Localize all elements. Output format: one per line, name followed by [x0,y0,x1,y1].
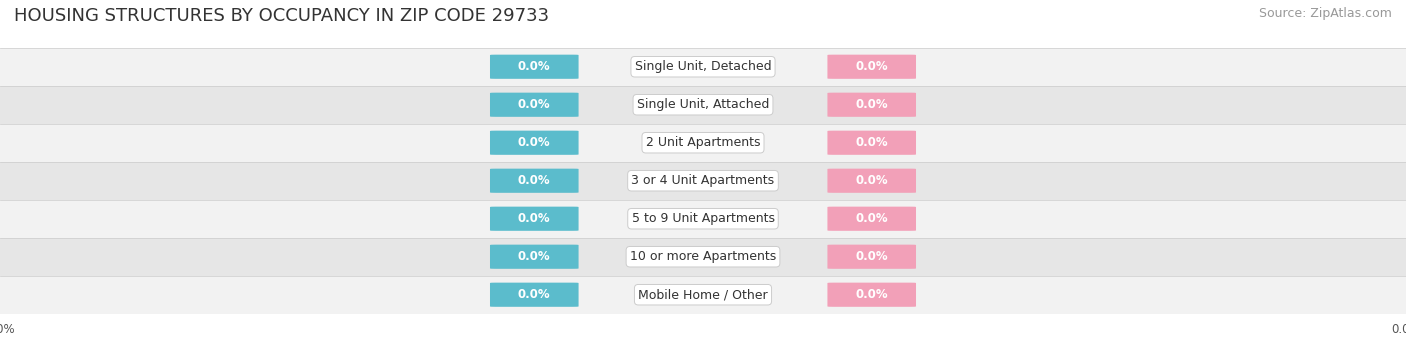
FancyBboxPatch shape [491,169,579,193]
Text: 2 Unit Apartments: 2 Unit Apartments [645,136,761,149]
Bar [0,162,1406,200]
Text: 0.0%: 0.0% [855,250,889,263]
Text: 0.0%: 0.0% [517,250,551,263]
Text: 3 or 4 Unit Apartments: 3 or 4 Unit Apartments [631,174,775,187]
Text: Mobile Home / Other: Mobile Home / Other [638,288,768,301]
FancyBboxPatch shape [827,131,917,155]
FancyBboxPatch shape [827,55,917,79]
FancyBboxPatch shape [827,283,917,307]
FancyBboxPatch shape [827,93,917,117]
Text: 0.0%: 0.0% [855,288,889,301]
Bar [0,86,1406,124]
Text: Single Unit, Attached: Single Unit, Attached [637,98,769,111]
Text: 0.0%: 0.0% [855,98,889,111]
FancyBboxPatch shape [491,283,579,307]
FancyBboxPatch shape [491,55,579,79]
Text: 0.0%: 0.0% [517,98,551,111]
FancyBboxPatch shape [491,244,579,269]
Bar [0,276,1406,314]
FancyBboxPatch shape [491,93,579,117]
Bar [0,238,1406,276]
FancyBboxPatch shape [827,169,917,193]
Bar [0,200,1406,238]
Text: 10 or more Apartments: 10 or more Apartments [630,250,776,263]
Text: 0.0%: 0.0% [517,60,551,73]
FancyBboxPatch shape [827,207,917,231]
FancyBboxPatch shape [827,244,917,269]
Text: Single Unit, Detached: Single Unit, Detached [634,60,772,73]
Text: 0.0%: 0.0% [855,60,889,73]
FancyBboxPatch shape [491,207,579,231]
Text: Source: ZipAtlas.com: Source: ZipAtlas.com [1258,7,1392,20]
Text: 0.0%: 0.0% [517,212,551,225]
Text: 0.0%: 0.0% [855,212,889,225]
FancyBboxPatch shape [491,131,579,155]
Text: 5 to 9 Unit Apartments: 5 to 9 Unit Apartments [631,212,775,225]
Text: 0.0%: 0.0% [517,288,551,301]
Bar [0,124,1406,162]
Text: 0.0%: 0.0% [517,174,551,187]
Text: 0.0%: 0.0% [855,174,889,187]
Bar [0,48,1406,86]
Text: 0.0%: 0.0% [855,136,889,149]
Text: 0.0%: 0.0% [517,136,551,149]
Text: HOUSING STRUCTURES BY OCCUPANCY IN ZIP CODE 29733: HOUSING STRUCTURES BY OCCUPANCY IN ZIP C… [14,7,550,25]
